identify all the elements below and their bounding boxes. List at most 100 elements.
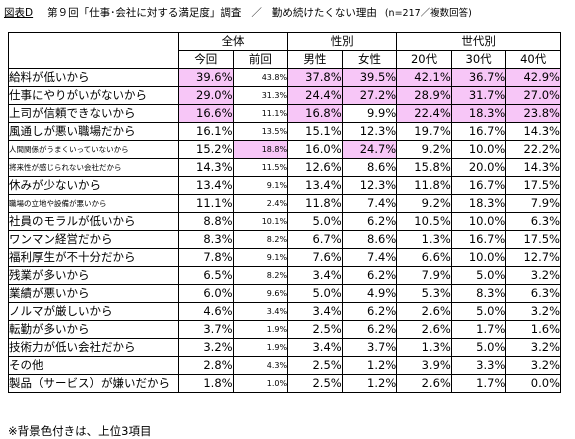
value-cell: 7.4% — [341, 194, 398, 213]
value-cell: 9.9% — [341, 104, 398, 123]
value-cell: 3.2% — [505, 266, 561, 285]
value-cell: 8.6% — [341, 230, 398, 249]
row-label: 業績が悪いから — [8, 284, 179, 303]
table-row: 残業が多いから 6.5% 8.2% 3.4% 6.2% 7.9% 5.0% 3.2% — [8, 266, 561, 285]
row-label: 技術力が低い会社だから — [8, 338, 179, 357]
value-cell: 7.8% — [178, 248, 234, 267]
value-cell: 27.2% — [341, 86, 398, 105]
row-label: 風通しが悪い職場だから — [8, 122, 179, 141]
table-row: 社員のモラルが低いから 8.8% 10.1% 5.0% 6.2% 10.5% 10.0% 6.… — [8, 212, 561, 231]
value-cell: 23.8% — [505, 104, 561, 123]
row-label: 福利厚生が不十分だから — [8, 248, 179, 267]
value-cell: 3.3% — [450, 356, 507, 375]
value-cell: 11.1% — [178, 194, 234, 213]
value-cell: 24.7% — [341, 140, 398, 159]
value-cell: 37.8% — [287, 68, 343, 87]
table-row: ワンマン経営だから 8.3% 8.2% 6.7% 8.6% 1.3% 16.7% 17.5% — [8, 230, 561, 249]
value-cell: 1.8% — [178, 374, 234, 393]
row-label: 将来性が感じられない会社だから — [8, 158, 179, 177]
row-label: その他 — [8, 356, 179, 375]
value-cell: 13.5% — [232, 122, 289, 141]
value-cell: 6.2% — [341, 212, 398, 231]
value-cell: 3.2% — [505, 302, 561, 321]
value-cell: 1.7% — [450, 320, 507, 339]
value-cell: 2.6% — [396, 320, 452, 339]
value-cell: 16.7% — [450, 230, 507, 249]
value-cell: 16.7% — [450, 176, 507, 195]
value-cell: 12.3% — [341, 176, 398, 195]
table-row: 業績が悪いから 6.0% 9.6% 5.0% 4.9% 5.3% 8.3% 6.3% — [8, 284, 561, 303]
header-corner — [8, 32, 179, 69]
value-cell: 2.8% — [178, 356, 234, 375]
value-cell: 2.4% — [232, 194, 289, 213]
value-cell: 2.6% — [396, 302, 452, 321]
value-cell: 1.3% — [396, 230, 452, 249]
value-cell: 3.4% — [287, 266, 343, 285]
value-cell: 27.0% — [505, 86, 561, 105]
value-cell: 1.0% — [232, 374, 289, 393]
value-cell: 4.9% — [341, 284, 398, 303]
value-cell: 9.1% — [232, 176, 289, 195]
table-row: 風通しが悪い職場だから 16.1% 13.5% 15.1% 12.3% 19.7% 16.7… — [8, 122, 561, 141]
value-cell: 1.2% — [341, 356, 398, 375]
group-header-generation: 世代別 — [396, 32, 561, 51]
value-cell: 0.0% — [505, 374, 561, 393]
row-label: 社員のモラルが低いから — [8, 212, 179, 231]
value-cell: 5.0% — [450, 338, 507, 357]
value-cell: 14.3% — [505, 158, 561, 177]
value-cell: 10.0% — [450, 248, 507, 267]
row-label: 職場の立地や設備が悪いから — [8, 194, 179, 213]
value-cell: 7.4% — [341, 248, 398, 267]
value-cell: 7.6% — [287, 248, 343, 267]
value-cell: 16.0% — [287, 140, 343, 159]
value-cell: 16.7% — [450, 122, 507, 141]
value-cell: 6.2% — [341, 266, 398, 285]
value-cell: 7.9% — [396, 266, 452, 285]
caption-separator: ／ — [251, 7, 262, 19]
value-cell: 28.9% — [396, 86, 452, 105]
value-cell: 6.5% — [178, 266, 234, 285]
value-cell: 5.3% — [396, 284, 452, 303]
value-cell: 3.2% — [505, 338, 561, 357]
footnote: ※背景色付きは、上位3項目 — [8, 424, 152, 438]
value-cell: 4.3% — [232, 356, 289, 375]
value-cell: 3.2% — [178, 338, 234, 357]
value-cell: 8.2% — [232, 230, 289, 249]
value-cell: 15.1% — [287, 122, 343, 141]
value-cell: 11.8% — [396, 176, 452, 195]
value-cell: 22.2% — [505, 140, 561, 159]
value-cell: 5.0% — [450, 302, 507, 321]
column-header-male: 男性 — [287, 50, 343, 69]
value-cell: 5.0% — [450, 266, 507, 285]
column-header-female: 女性 — [341, 50, 398, 69]
table-row: 福利厚生が不十分だから 7.8% 9.1% 7.6% 7.4% 6.6% 10.0% 12.7… — [8, 248, 561, 267]
value-cell: 10.5% — [396, 212, 452, 231]
value-cell: 31.7% — [450, 86, 507, 105]
table-row: 休みが少ないから 13.4% 9.1% 13.4% 12.3% 11.8% 16.7% 17.… — [8, 176, 561, 195]
value-cell: 39.5% — [341, 68, 398, 87]
value-cell: 13.4% — [178, 176, 234, 195]
value-cell: 6.3% — [505, 284, 561, 303]
value-cell: 1.6% — [505, 320, 561, 339]
value-cell: 8.2% — [232, 266, 289, 285]
value-cell: 8.6% — [341, 158, 398, 177]
value-cell: 5.0% — [287, 212, 343, 231]
table-subtitle: 勤め続けたくない理由 — [271, 7, 377, 19]
value-cell: 8.3% — [450, 284, 507, 303]
value-cell: 20.0% — [450, 158, 507, 177]
row-label: 上司が信頼できないから — [8, 104, 179, 123]
column-header-40s: 40代 — [505, 50, 561, 69]
header-group-row: 全体 性別 世代別 — [8, 32, 561, 69]
value-cell: 3.7% — [178, 320, 234, 339]
value-cell: 1.7% — [450, 374, 507, 393]
value-cell: 14.3% — [505, 122, 561, 141]
value-cell: 15.8% — [396, 158, 452, 177]
value-cell: 8.8% — [178, 212, 234, 231]
table-row: 将来性が感じられない会社だから 14.3% 11.5% 12.6% 8.6% 15.8% 2… — [8, 158, 561, 177]
value-cell: 9.2% — [396, 140, 452, 159]
table-row: その他 2.8% 4.3% 2.5% 1.2% 3.9% 3.3% 3.2% — [8, 356, 561, 375]
value-cell: 3.2% — [505, 356, 561, 375]
column-header-current: 今回 — [178, 50, 234, 69]
value-cell: 16.6% — [178, 104, 234, 123]
column-header-previous: 前回 — [232, 50, 289, 69]
